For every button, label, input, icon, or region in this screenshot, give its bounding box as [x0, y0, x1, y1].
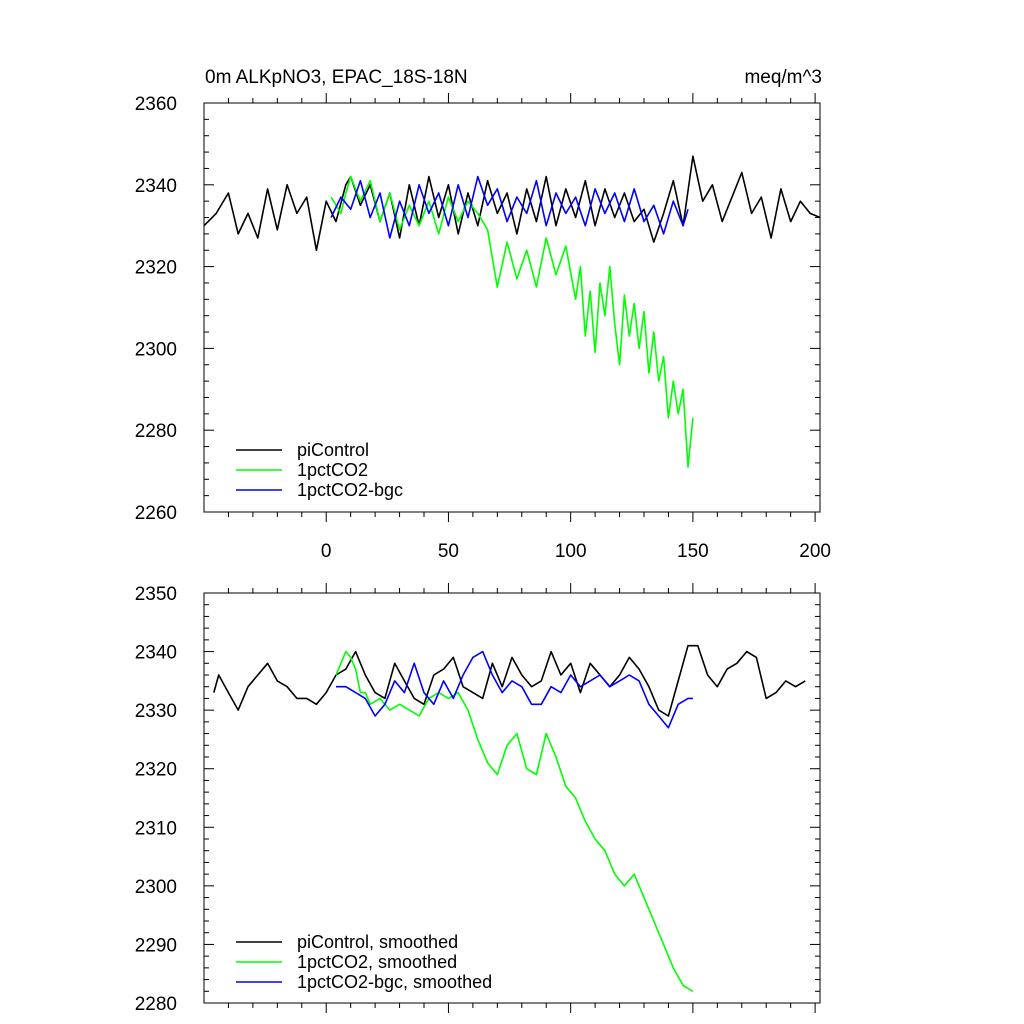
- top-xtick-label: 50: [438, 541, 459, 562]
- bottom-ytick-label: 2330: [135, 701, 177, 722]
- top-xtick-label: 0: [321, 541, 332, 562]
- bottom-axis-ticks: 2280 2290 2300 2310 2320 2330 2340 2350: [135, 583, 820, 1015]
- top-xtick-label: 200: [799, 541, 831, 562]
- top-ytick-label: 2340: [135, 176, 177, 197]
- bottom-series-line-1: [213, 644, 806, 717]
- top-axis-ticks: 2260 2280 2300 2320 2340 2360 0 50 100 150 200: [135, 93, 831, 562]
- top-plot-frame: [203, 102, 821, 513]
- bottom-panel: 2280 2290 2300 2310 2320 2330 2340 2350 piContr…: [135, 583, 821, 1015]
- top-xtick-label: 100: [555, 541, 587, 562]
- bottom-ytick-label: 2290: [135, 935, 177, 956]
- top-ytick-label: 2260: [135, 503, 177, 524]
- bottom-ytick-label: 2310: [135, 818, 177, 839]
- top-series-line-3: [330, 175, 689, 239]
- bottom-ytick-label: 2300: [135, 877, 177, 898]
- bottom-series-line-3: [336, 650, 693, 729]
- bottom-legend-label-1: piControl, smoothed: [297, 932, 458, 952]
- top-panel-title: 0m ALKpNO3, EPAC_18S-18N: [205, 67, 468, 88]
- bottom-ytick-label: 2280: [135, 994, 177, 1015]
- top-xtick-label: 150: [677, 541, 709, 562]
- bottom-ytick-label: 2320: [135, 760, 177, 781]
- top-ytick-label: 2360: [135, 94, 177, 115]
- bottom-plot-frame: [203, 592, 821, 1004]
- top-series-line-1: [203, 155, 821, 251]
- bottom-ytick-label: 2340: [135, 643, 177, 664]
- bottom-legend-label-3: 1pctCO2-bgc, smoothed: [297, 972, 492, 992]
- bottom-series-group: [213, 644, 806, 992]
- top-ytick-label: 2320: [135, 258, 177, 279]
- top-panel-units: meq/m^3: [744, 67, 822, 88]
- top-legend-label-3: 1pctCO2-bgc: [297, 480, 403, 500]
- top-legend-label-2: 1pctCO2: [297, 460, 368, 480]
- top-ytick-label: 2300: [135, 339, 177, 360]
- top-ytick-label: 2280: [135, 421, 177, 442]
- top-panel: 0m ALKpNO3, EPAC_18S-18N meq/m^3 2260 228…: [135, 67, 831, 562]
- bottom-series-line-2: [335, 650, 694, 992]
- top-legend-label-1: piControl: [297, 440, 369, 460]
- bottom-legend-label-2: 1pctCO2, smoothed: [297, 952, 457, 972]
- top-series-line-2: [330, 175, 694, 468]
- bottom-ytick-label: 2350: [135, 584, 177, 605]
- top-series-group: [203, 155, 821, 468]
